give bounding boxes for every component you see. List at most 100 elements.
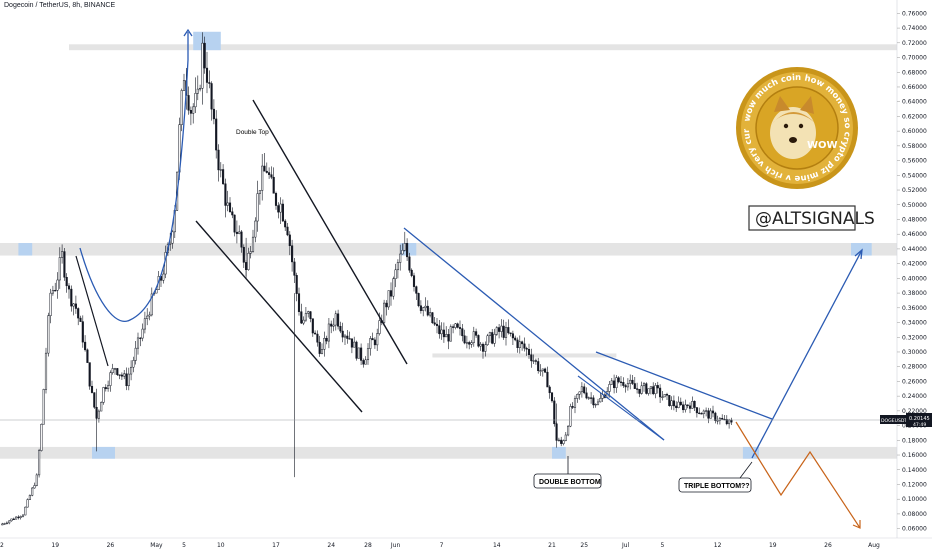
candle-down [456, 323, 459, 328]
candle-down [523, 343, 526, 349]
price-tick-label: 0.68000 [902, 69, 927, 76]
candle-down [477, 335, 480, 347]
candle-up [465, 342, 468, 344]
time-tick-label: 10 [217, 542, 225, 549]
candle-up [357, 347, 360, 359]
candle-down [274, 193, 278, 206]
highlight-zone [552, 446, 566, 459]
candle-down [452, 326, 455, 328]
candle-up [320, 349, 324, 354]
price-tick-label: 0.38000 [902, 290, 927, 297]
candle-up [562, 440, 565, 444]
candle-down [417, 293, 420, 306]
time-tick-label: 5 [660, 542, 664, 549]
candle-down [553, 400, 556, 425]
candle-up [261, 165, 264, 191]
candle-up [705, 410, 708, 412]
candle-up [654, 385, 657, 395]
candle-up [249, 251, 252, 254]
candle-up [470, 342, 473, 345]
candle-up [578, 391, 581, 395]
candle-up [567, 425, 570, 436]
price-tick-label: 0.76000 [902, 10, 927, 17]
candle-up [180, 90, 183, 125]
bear-arrow-head [852, 520, 861, 529]
candle-down [12, 518, 15, 520]
candle-up [445, 334, 448, 338]
candle-up [332, 324, 335, 327]
candle-down [410, 269, 413, 276]
candle-up [199, 88, 202, 90]
candle-down [525, 347, 528, 350]
time-tick-label: 24 [327, 542, 335, 549]
candle-down [636, 388, 639, 390]
candle-down [481, 343, 485, 352]
candle-down [295, 275, 298, 294]
candle-up [486, 335, 489, 346]
candle-up [661, 396, 664, 398]
candle-up [44, 352, 48, 390]
candle-up [31, 487, 34, 496]
price-tick-label: 0.24000 [902, 393, 927, 400]
candle-up [403, 243, 406, 251]
candle-up [28, 495, 31, 500]
candle-up [21, 514, 25, 517]
time-tick-label: 26 [824, 542, 832, 549]
time-tick-label: Aug [868, 542, 880, 549]
candle-up [663, 394, 666, 398]
candle-down [116, 368, 119, 375]
highlight-zone [92, 446, 115, 459]
candle-up [642, 383, 646, 387]
july-lower-line [577, 375, 665, 441]
candle-up [219, 169, 222, 171]
candle-down [406, 243, 409, 258]
candle-down [693, 401, 696, 408]
candle-up [626, 383, 629, 388]
candle-up [194, 93, 197, 108]
candle-up [51, 289, 54, 294]
candle-up [307, 311, 310, 314]
candle-up [302, 319, 305, 324]
doge-face [770, 107, 816, 159]
candle-up [132, 360, 135, 368]
candle-up [343, 335, 347, 338]
candle-down [438, 325, 441, 335]
candle-down [656, 385, 659, 389]
triple-bottom-box [678, 477, 752, 493]
time-tick-label: Jul [621, 542, 630, 549]
price-tick-label: 0.56000 [902, 158, 927, 165]
candle-up [573, 398, 577, 408]
candle-up [596, 401, 600, 405]
zones-layer [0, 31, 897, 459]
signature-text: @ALTSIGNALS [755, 209, 875, 229]
candle-down [74, 303, 77, 309]
candle-down [350, 338, 353, 348]
candle-down [590, 397, 593, 399]
price-tick-label: 0.36000 [902, 305, 927, 312]
candle-up [649, 386, 652, 389]
candle-up [364, 359, 367, 365]
candle-down [88, 362, 91, 387]
candle-up [716, 420, 719, 422]
price-tick-label: 0.34000 [902, 320, 927, 327]
candle-up [472, 331, 475, 343]
time-tick-label: May [150, 542, 163, 549]
candle-up [378, 320, 381, 334]
current-price-tag: DOGEUSDT 0.20145 47:49 [880, 413, 932, 428]
price-tick-label: 0.74000 [902, 25, 927, 32]
candle-down [521, 341, 524, 345]
july-upper-line [595, 351, 773, 420]
candle-up [196, 88, 199, 94]
candle-down [325, 337, 328, 342]
candle-up [449, 326, 452, 342]
candle-up [684, 404, 687, 411]
candle-up [629, 379, 632, 384]
candle-down [233, 214, 236, 233]
time-tick-label: 14 [493, 542, 501, 549]
candle-up [488, 332, 491, 336]
candle-down [270, 174, 273, 178]
candle-up [109, 372, 112, 386]
candle-up [392, 278, 395, 297]
candle-down [433, 322, 436, 325]
